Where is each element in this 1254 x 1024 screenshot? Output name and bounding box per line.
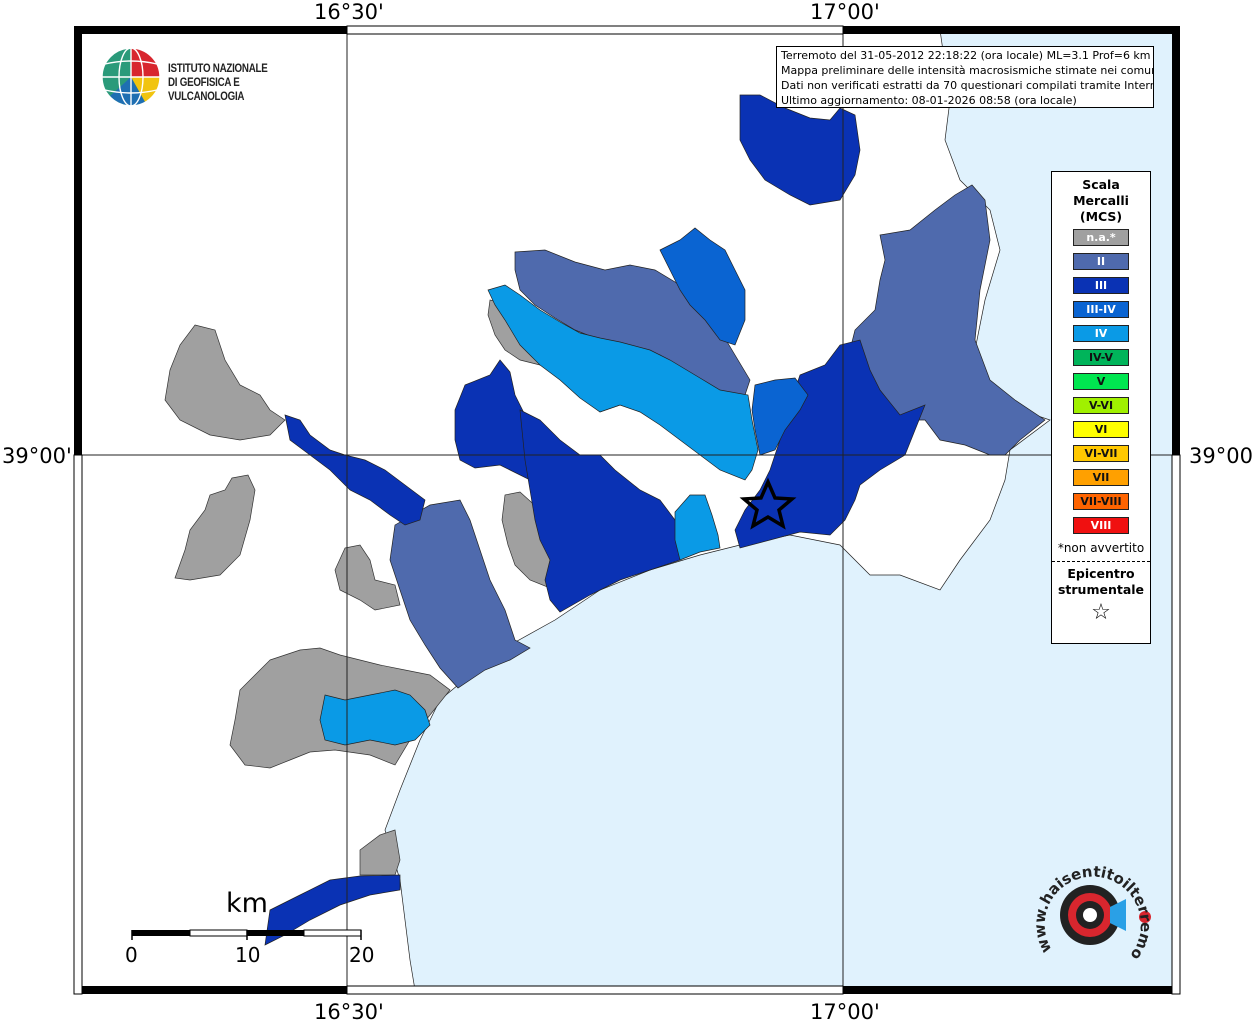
ingv-name-line2: DI GEOFISICA E VULCANOLOGIA: [168, 77, 245, 103]
region-ii: [389, 184, 1046, 689]
region-iii-iv: [659, 227, 809, 456]
region-iii-iv-1: [659, 227, 746, 346]
legend-title-line2: Mercalli: [1073, 193, 1129, 208]
region-na-3: [334, 544, 401, 611]
legend-swatch-iv-v: IV-V: [1073, 349, 1129, 366]
legend-swatch-v-vi: V-VI: [1073, 397, 1129, 414]
legend-swatches: n.a.* II III III-IV IV IV-V V V-VI VI VI-VII VII VI…: [1052, 229, 1150, 534]
legend-title-line1: Scala: [1082, 177, 1120, 192]
legend-swatch-vii: VII: [1073, 469, 1129, 486]
info-line-2: Mappa preliminare delle intensità macros…: [781, 64, 1154, 77]
region-iii-6: [264, 874, 401, 946]
info-line-4: Ultimo aggiornamento: 08-01-2026 08:58 (…: [781, 94, 1077, 107]
region-iii-5: [734, 339, 926, 549]
legend-swatch-ii: II: [1073, 253, 1129, 270]
region-ii-3: [389, 499, 531, 689]
region-na-1: [164, 324, 286, 441]
region-na-2: [174, 474, 256, 581]
intensity-legend: Scala Mercalli (MCS) n.a.* II III III-IV IV I…: [1051, 171, 1151, 644]
legend-swatch-vii-viii: VII-VIII: [1073, 493, 1129, 510]
lat-label-left: 39°00': [2, 444, 72, 468]
region-iii-2: [284, 414, 426, 526]
legend-swatch-iii-iv: III-IV: [1073, 301, 1129, 318]
event-info-box: Terremoto del 31-05-2012 22:18:22 (ora l…: [776, 46, 1154, 108]
region-iii: [264, 94, 926, 946]
lat-label-right: 39°00': [1189, 444, 1254, 468]
lon-label-bottom-right: 17°00': [810, 1000, 880, 1024]
legend-swatch-n-a: n.a.*: [1073, 229, 1129, 246]
info-line-1: Terremoto del 31-05-2012 22:18:22 (ora l…: [781, 49, 1151, 62]
legend-epicenter-line2: strumentale: [1057, 582, 1145, 597]
haisentito-logo-graphic: www.haisentitoilterremoto.it: [1025, 841, 1155, 963]
grid-lines: [80, 30, 1174, 990]
epicenter-star: [739, 477, 797, 530]
legend-swatch-vi: VI: [1073, 421, 1129, 438]
legend-epicenter-label: Epicentro strumentale: [1052, 566, 1150, 598]
region-iii-iv-2: [751, 377, 809, 456]
map-frame: [73, 25, 1181, 995]
legend-swatch-iv: IV: [1073, 325, 1129, 342]
legend-swatch-iii: III: [1073, 277, 1129, 294]
lon-label-top-left: 16°30': [314, 0, 384, 24]
legend-separator: [1052, 561, 1150, 562]
region-iii-1: [739, 94, 861, 206]
legend-title-line3: (MCS): [1079, 209, 1123, 224]
region-iv-1: [487, 284, 759, 481]
legend-note: *non avvertito: [1057, 541, 1145, 555]
legend-title: Scala Mercalli (MCS): [1052, 177, 1150, 225]
globe-icon: [101, 47, 161, 107]
region-na-7: [359, 829, 401, 876]
region-iv-3: [319, 689, 431, 746]
legend-swatch-v: V: [1073, 373, 1129, 390]
region-iv-2: [674, 494, 721, 561]
legend-swatch-viii: VIII: [1073, 517, 1129, 534]
scale-label-20: 20: [349, 943, 375, 967]
legend-swatch-vi-vii: VI-VII: [1073, 445, 1129, 462]
ingv-logo: ISTITUTO NAZIONALE DI GEOFISICA E VULCAN…: [100, 46, 320, 110]
region-iv: [319, 284, 759, 746]
lon-label-top-right: 17°00': [810, 0, 880, 24]
haisentito-logo[interactable]: www.haisentitoilterremoto.it: [1025, 841, 1160, 975]
scale-label-0: 0: [125, 943, 138, 967]
legend-star-icon: ☆: [1091, 600, 1111, 625]
legend-epicenter-line1: Epicentro: [1067, 566, 1135, 581]
scale-bar: [131, 929, 362, 940]
scale-label-10: 10: [235, 943, 261, 967]
scale-title: km: [226, 888, 268, 919]
ingv-name-line1: ISTITUTO NAZIONALE: [168, 63, 268, 75]
info-line-3: Dati non verificati estratti da 70 quest…: [781, 79, 1154, 92]
lon-label-bottom-left: 16°30': [314, 1000, 384, 1024]
